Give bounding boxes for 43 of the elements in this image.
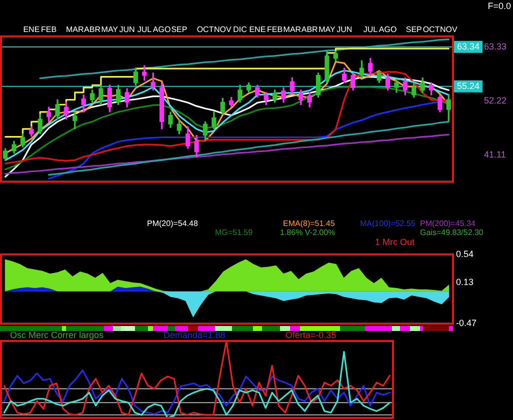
x-tick-label: SEP: [171, 24, 188, 34]
x-tick-label: MAR: [283, 24, 302, 34]
x-tick-label: NOV: [440, 24, 458, 34]
y-tick-label: 0.13: [456, 276, 474, 287]
x-tick-label: OCT: [422, 24, 440, 34]
y-tick-label: 0.54: [456, 248, 474, 259]
x-tick-label: OCT: [196, 24, 214, 34]
text: Oferta=-0.35: [285, 330, 336, 340]
text: Gais=49.83/52.30: [420, 228, 484, 237]
ref-line-label: 55.24: [457, 80, 480, 91]
text: MG=51.59: [215, 228, 253, 237]
x-tick-label: AGO: [378, 24, 397, 34]
x-tick-label: FEB: [41, 24, 57, 34]
x-tick-label: DIC: [233, 24, 248, 34]
text: Demanda=1.88: [164, 330, 226, 340]
y-tick-label: 41.11: [484, 150, 506, 160]
text: MA(100)=52.55: [360, 219, 416, 228]
x-tick-label: ENE: [23, 24, 40, 34]
x-tick-label: MAY: [318, 24, 336, 34]
x-tick-label: JUL: [137, 24, 152, 34]
ref-line-label: 63.34: [457, 41, 480, 52]
x-tick-label: JUL: [363, 24, 378, 34]
text: PM(20)=54.48: [147, 219, 198, 228]
x-tick-label: FEB: [267, 24, 283, 34]
text: 1 Mrc Out: [375, 237, 415, 247]
y-tick-label: -0.47: [456, 318, 477, 328]
x-tick-label: AGO: [152, 24, 171, 34]
y-tick-label: 63.33: [484, 41, 507, 52]
x-tick-label: JUN: [336, 24, 352, 34]
x-tick-label: JUN: [119, 24, 136, 34]
chart-title: Osc Merc Correr largos: [10, 330, 104, 340]
text: PM(200)=45.34: [420, 219, 476, 228]
x-tick-label: SEP: [406, 24, 422, 34]
x-tick-label: ENE: [249, 24, 266, 34]
x-tick-label: ABR: [301, 24, 318, 34]
text: EMA(8)=51.45: [283, 219, 335, 228]
x-tick-label: MAR: [66, 24, 84, 34]
x-tick-label: MAY: [101, 24, 119, 34]
text: F=0.0: [488, 1, 511, 11]
y-tick-label: 52.22: [484, 96, 507, 106]
x-tick-label: ABR: [84, 24, 101, 34]
x-tick-label: NOV: [214, 24, 232, 34]
text: 1.86% V-2.00%: [280, 228, 336, 237]
